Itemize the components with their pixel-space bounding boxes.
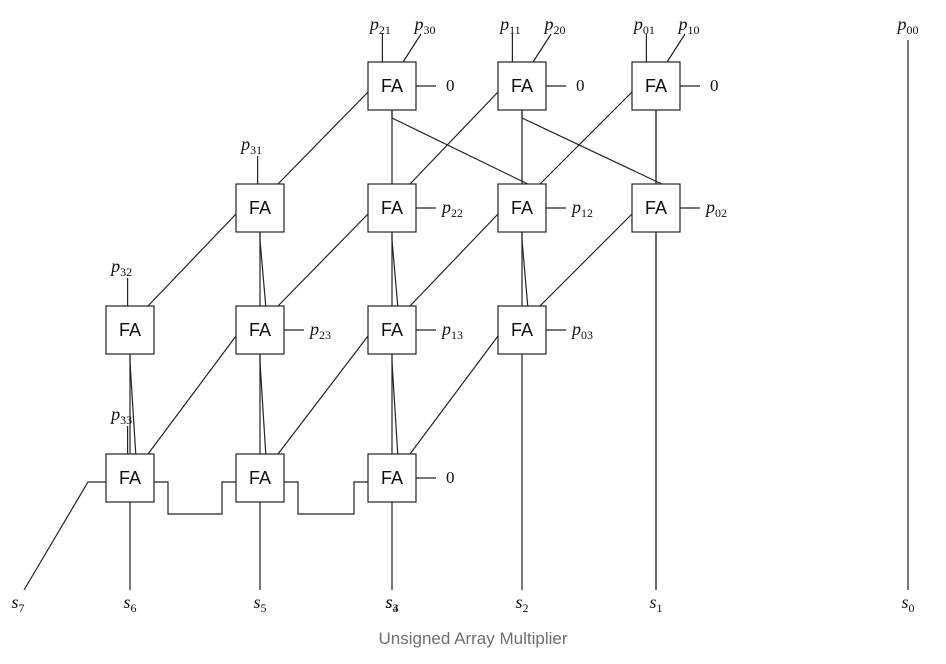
side-p12: p12 [570,197,593,220]
top-label-p01: p01 [632,14,655,37]
top-p33: p33 [109,404,132,427]
fa-label-r2c2: FA [511,320,533,340]
output-s1: s1 [649,592,662,615]
side-zero-r0c3: 0 [446,76,455,95]
output-s7: s7 [11,592,24,615]
output-s0: s0 [901,592,914,615]
side-p02: p02 [704,197,727,220]
output-s2: s2 [515,592,528,615]
fa-label-r2c3: FA [381,320,403,340]
top-label-p11: p11 [498,14,521,37]
side-p23: p23 [308,319,331,342]
fa-label-r1c3: FA [381,198,403,218]
top-label-p20: p20 [543,14,566,37]
fa-label-r1c1: FA [645,198,667,218]
fa-label-r3c3: FA [381,468,403,488]
output-s5: s5 [253,592,266,615]
top-p32: p32 [109,256,132,279]
caption: Unsigned Array Multiplier [379,629,568,648]
wires-layer [24,34,908,590]
fa-label-r0c2: FA [511,76,533,96]
fa-label-r0c1: FA [645,76,667,96]
side-zero-r0c2: 0 [576,76,585,95]
side-zero-r0c1: 0 [710,76,719,95]
top-label-p00: p00 [896,14,919,37]
side-p22: p22 [440,197,463,220]
fa-label-r2c4: FA [249,320,271,340]
array-multiplier-diagram: FA FA FA FA FA FA FA FA FA FA FA FA FA FA p21 p30 p11 p2… [0,0,946,664]
side-p13: p13 [440,319,463,342]
boxes-layer: FA FA FA FA FA FA FA FA FA FA FA FA FA FA [106,62,680,502]
output-s6: s6 [123,592,136,615]
fa-label-r3c5: FA [119,468,141,488]
top-label-p10: p10 [677,14,700,37]
top-label-p30: p30 [413,14,436,37]
fa-label-r2c5: FA [119,320,141,340]
side-p03: p03 [570,319,593,342]
fa-label-r0c3: FA [381,76,403,96]
top-p31: p31 [239,134,262,157]
fa-label-r3c4: FA [249,468,271,488]
output-s4: s4 [385,592,398,615]
side-zero-r3c3: 0 [446,468,455,487]
top-label-p21: p21 [368,14,391,37]
fa-label-r1c4: FA [249,198,271,218]
fa-label-r1c2: FA [511,198,533,218]
